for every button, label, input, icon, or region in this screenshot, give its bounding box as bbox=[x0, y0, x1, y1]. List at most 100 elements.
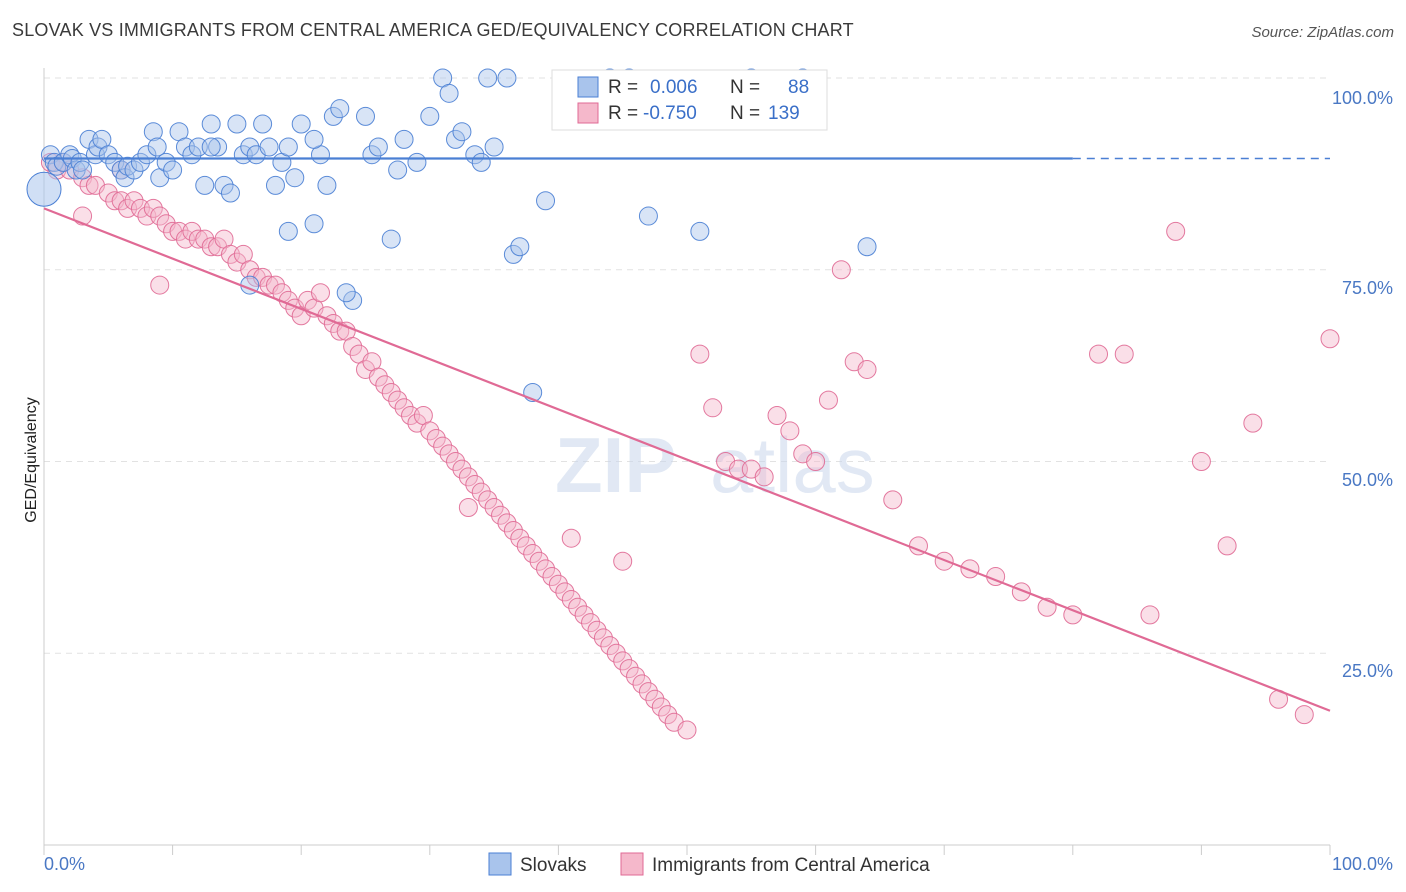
watermark-atlas: atlas bbox=[710, 421, 875, 509]
point-immigrants bbox=[343, 336, 363, 356]
point-immigrants bbox=[818, 390, 838, 410]
point-immigrants bbox=[503, 521, 523, 541]
point-immigrants bbox=[420, 421, 440, 441]
point-immigrants bbox=[703, 398, 723, 418]
point-slovaks bbox=[73, 160, 93, 180]
y-axis-title: GED/Equivalency bbox=[23, 397, 40, 522]
point-immigrants bbox=[651, 697, 671, 717]
point-immigrants bbox=[150, 275, 170, 295]
point-slovaks bbox=[343, 290, 363, 310]
point-immigrants bbox=[574, 605, 594, 625]
source-label: Source: ZipAtlas.com bbox=[1251, 24, 1394, 41]
y-tick-label-75: 75.0% bbox=[1342, 278, 1393, 298]
gridlines bbox=[44, 77, 1330, 654]
point-immigrants bbox=[767, 405, 787, 425]
point-immigrants bbox=[960, 559, 980, 579]
point-immigrants bbox=[368, 367, 388, 387]
bottom-legend-swatch-immigrants bbox=[620, 852, 644, 876]
point-immigrants bbox=[754, 467, 774, 487]
point-slovaks bbox=[323, 106, 343, 126]
point-immigrants bbox=[690, 344, 710, 364]
bottom-legend-label-immigrants: Immigrants from Central America bbox=[652, 855, 930, 876]
point-immigrants bbox=[626, 666, 646, 686]
point-slovaks bbox=[503, 244, 523, 264]
point-immigrants bbox=[883, 490, 903, 510]
series-immigrants-points bbox=[40, 152, 1340, 740]
point-immigrants bbox=[600, 636, 620, 656]
point-immigrants bbox=[484, 498, 504, 518]
trend-lines bbox=[43, 157, 1331, 712]
point-slovaks bbox=[497, 68, 517, 88]
point-immigrants bbox=[593, 628, 613, 648]
legend-swatch-immigrants bbox=[577, 102, 599, 124]
point-immigrants bbox=[587, 620, 607, 640]
watermark-zip: ZIP bbox=[555, 421, 676, 509]
legend-n-label-1: N = bbox=[730, 77, 760, 98]
point-immigrants bbox=[1191, 452, 1211, 471]
watermark: ZIP atlas bbox=[555, 421, 875, 509]
point-slovaks bbox=[253, 114, 273, 134]
point-immigrants bbox=[542, 567, 562, 587]
point-slovaks bbox=[208, 137, 228, 157]
legend-r-value-1: 0.006 bbox=[650, 77, 698, 98]
point-immigrants bbox=[677, 720, 697, 740]
point-immigrants bbox=[471, 482, 491, 502]
point-slovaks bbox=[484, 137, 504, 157]
point-immigrants bbox=[613, 551, 633, 571]
point-immigrants bbox=[497, 513, 517, 533]
legend-n-value-1: 88 bbox=[788, 77, 809, 98]
point-slovaks bbox=[536, 191, 556, 211]
point-immigrants bbox=[446, 452, 466, 471]
point-immigrants bbox=[1294, 705, 1314, 725]
point-slovaks bbox=[278, 137, 298, 157]
point-slovaks bbox=[394, 129, 414, 149]
point-immigrants bbox=[523, 544, 543, 564]
point-immigrants bbox=[394, 398, 414, 418]
point-slovaks bbox=[510, 237, 530, 257]
point-immigrants bbox=[265, 275, 285, 295]
point-immigrants bbox=[124, 191, 144, 211]
point-immigrants bbox=[581, 613, 601, 633]
bottom-legend: Slovaks Immigrants from Central America bbox=[488, 852, 930, 876]
point-slovaks bbox=[124, 160, 144, 180]
point-immigrants bbox=[536, 559, 556, 579]
point-slovaks bbox=[195, 175, 215, 195]
legend-r-label-2: R = bbox=[608, 103, 638, 124]
point-immigrants bbox=[433, 436, 453, 456]
point-immigrants bbox=[1217, 536, 1237, 556]
point-slovaks bbox=[388, 160, 408, 180]
y-tick-label-100: 100.0% bbox=[1332, 88, 1393, 108]
trend-line-immigrants bbox=[43, 207, 1331, 712]
legend-r-label-1: R = bbox=[608, 77, 638, 98]
point-slovaks bbox=[638, 206, 658, 226]
point-immigrants bbox=[458, 467, 478, 487]
point-slovaks bbox=[452, 122, 472, 142]
point-slovaks bbox=[147, 137, 167, 157]
point-immigrants bbox=[491, 505, 511, 525]
point-immigrants bbox=[1114, 344, 1134, 364]
point-immigrants bbox=[426, 428, 446, 448]
point-immigrants bbox=[1140, 605, 1160, 625]
point-slovaks bbox=[304, 129, 324, 149]
point-immigrants bbox=[510, 528, 530, 548]
point-immigrants bbox=[568, 597, 588, 617]
point-slovaks bbox=[446, 129, 466, 149]
point-slovaks bbox=[227, 114, 247, 134]
point-immigrants bbox=[561, 590, 581, 610]
y-tick-label-50: 50.0% bbox=[1342, 470, 1393, 490]
point-immigrants bbox=[143, 198, 163, 218]
point-immigrants bbox=[1320, 329, 1340, 349]
point-immigrants bbox=[555, 582, 575, 602]
point-slovaks bbox=[439, 83, 459, 103]
point-slovaks bbox=[330, 99, 350, 119]
point-immigrants bbox=[632, 674, 652, 694]
point-immigrants bbox=[645, 689, 665, 709]
point-immigrants bbox=[388, 390, 408, 410]
x-tick-label-max: 100.0% bbox=[1332, 854, 1393, 874]
point-immigrants bbox=[465, 475, 485, 495]
point-immigrants bbox=[638, 682, 658, 702]
point-immigrants bbox=[606, 643, 626, 663]
bottom-legend-swatch-slovaks bbox=[488, 852, 512, 876]
point-immigrants bbox=[458, 498, 478, 518]
legend-r-value-2: -0.750 bbox=[643, 103, 697, 124]
